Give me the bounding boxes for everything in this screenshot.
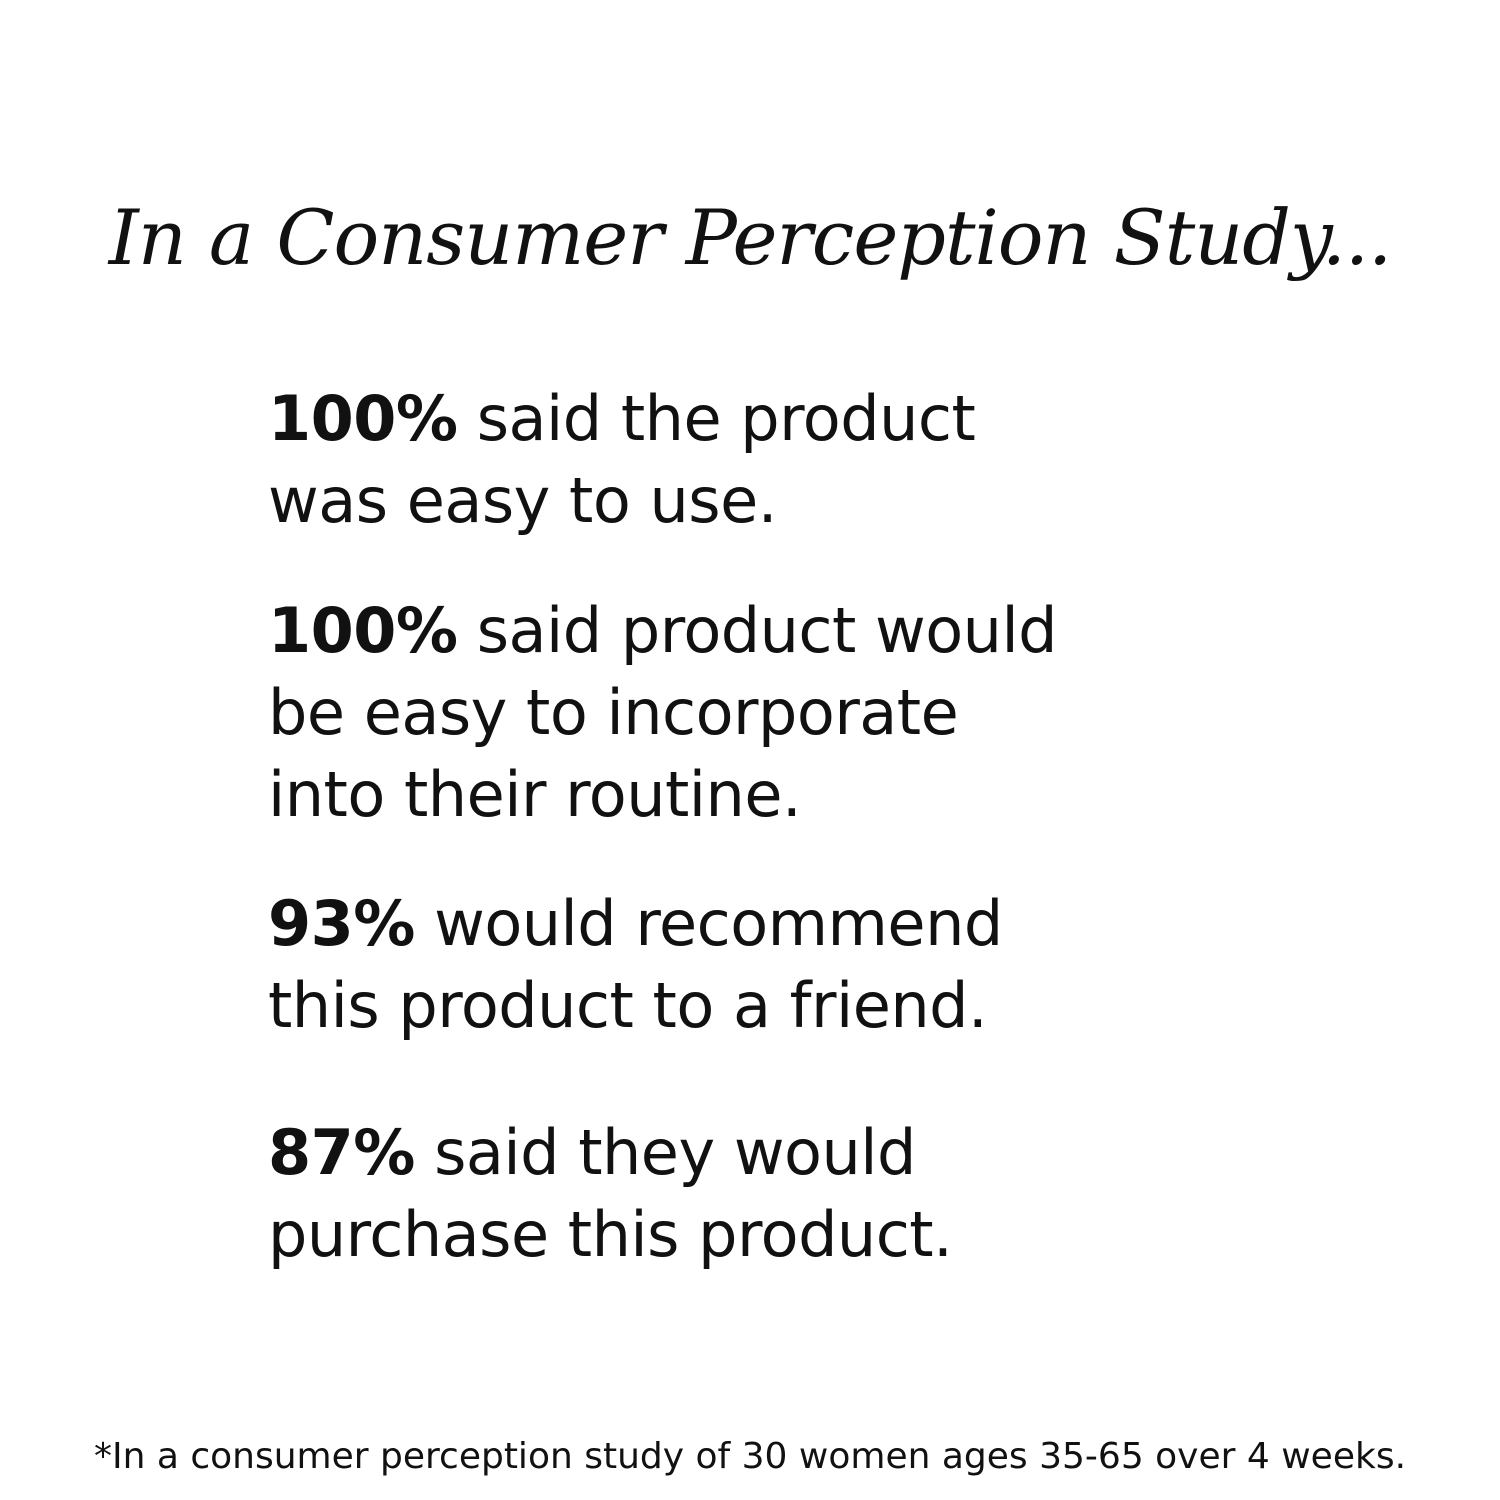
stat-text: was easy to use. — [268, 464, 777, 537]
stat-easy-to-use: 100% said the product was easy to use. — [268, 378, 976, 542]
stat-percent: 93% — [268, 887, 415, 960]
footnote: *In a consumer perception study of 30 wo… — [93, 1436, 1407, 1477]
stat-text: said product would — [457, 594, 1058, 667]
headline: In a Consumer Perception Study... — [108, 193, 1392, 282]
stat-text: said they would — [414, 1116, 916, 1189]
stat-text: this product to a friend. — [268, 969, 988, 1042]
stat-easy-to-incorporate: 100% said product would be easy to incor… — [268, 590, 1058, 836]
stat-line: 100% said product would — [268, 590, 1058, 672]
stat-line: 87% said they would — [268, 1112, 952, 1194]
stat-text: said the product — [457, 382, 976, 455]
stat-line: 93% would recommend — [268, 883, 1003, 965]
stat-line: 100% said the product — [268, 378, 976, 460]
stat-would-recommend: 93% would recommend this product to a fr… — [268, 883, 1003, 1047]
stat-text: be easy to incorporate — [268, 676, 959, 749]
stat-text: into their routine. — [268, 758, 802, 831]
stat-percent: 87% — [268, 1116, 415, 1189]
stat-text: purchase this product. — [268, 1198, 953, 1271]
stat-would-purchase: 87% said they would purchase this produc… — [268, 1112, 953, 1276]
stat-percent: 100% — [268, 594, 458, 667]
stat-text: would recommend — [414, 887, 1003, 960]
stat-percent: 100% — [268, 382, 458, 455]
